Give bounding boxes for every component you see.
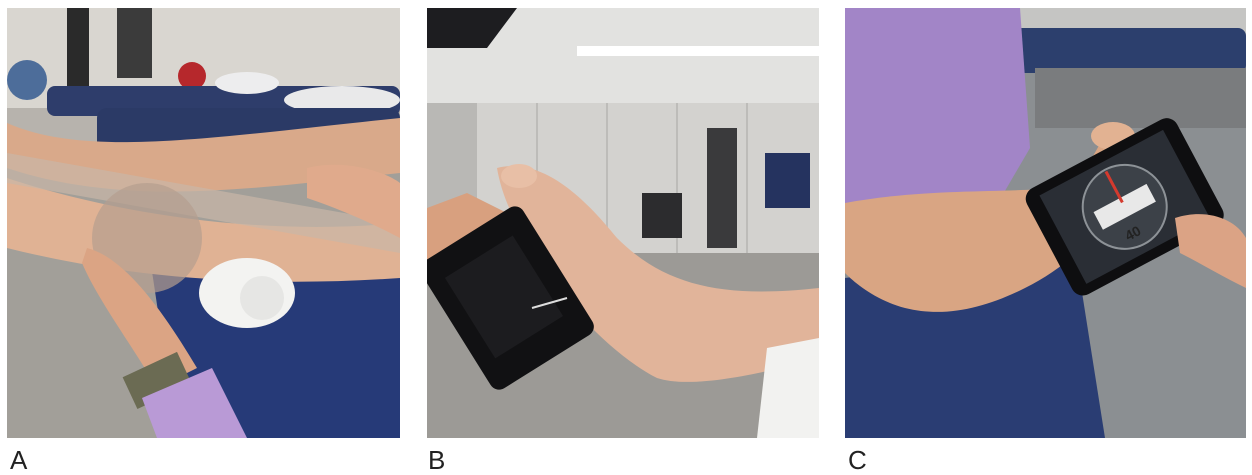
phone-reading: 40 [1122,222,1143,244]
smartphone-inclinometer-photo [427,8,819,438]
phone-icon [1025,118,1224,296]
panel-label-c: C [848,445,867,475]
smartphone-app-photo: 40 [845,8,1246,438]
panel-label-b: B [428,445,446,475]
photo-panel-b [427,8,819,438]
goniometer-photo [7,8,400,438]
photo-panel-c: 40 [845,8,1246,438]
photo-panel-a [7,8,400,438]
panel-label-a: A [10,445,28,475]
